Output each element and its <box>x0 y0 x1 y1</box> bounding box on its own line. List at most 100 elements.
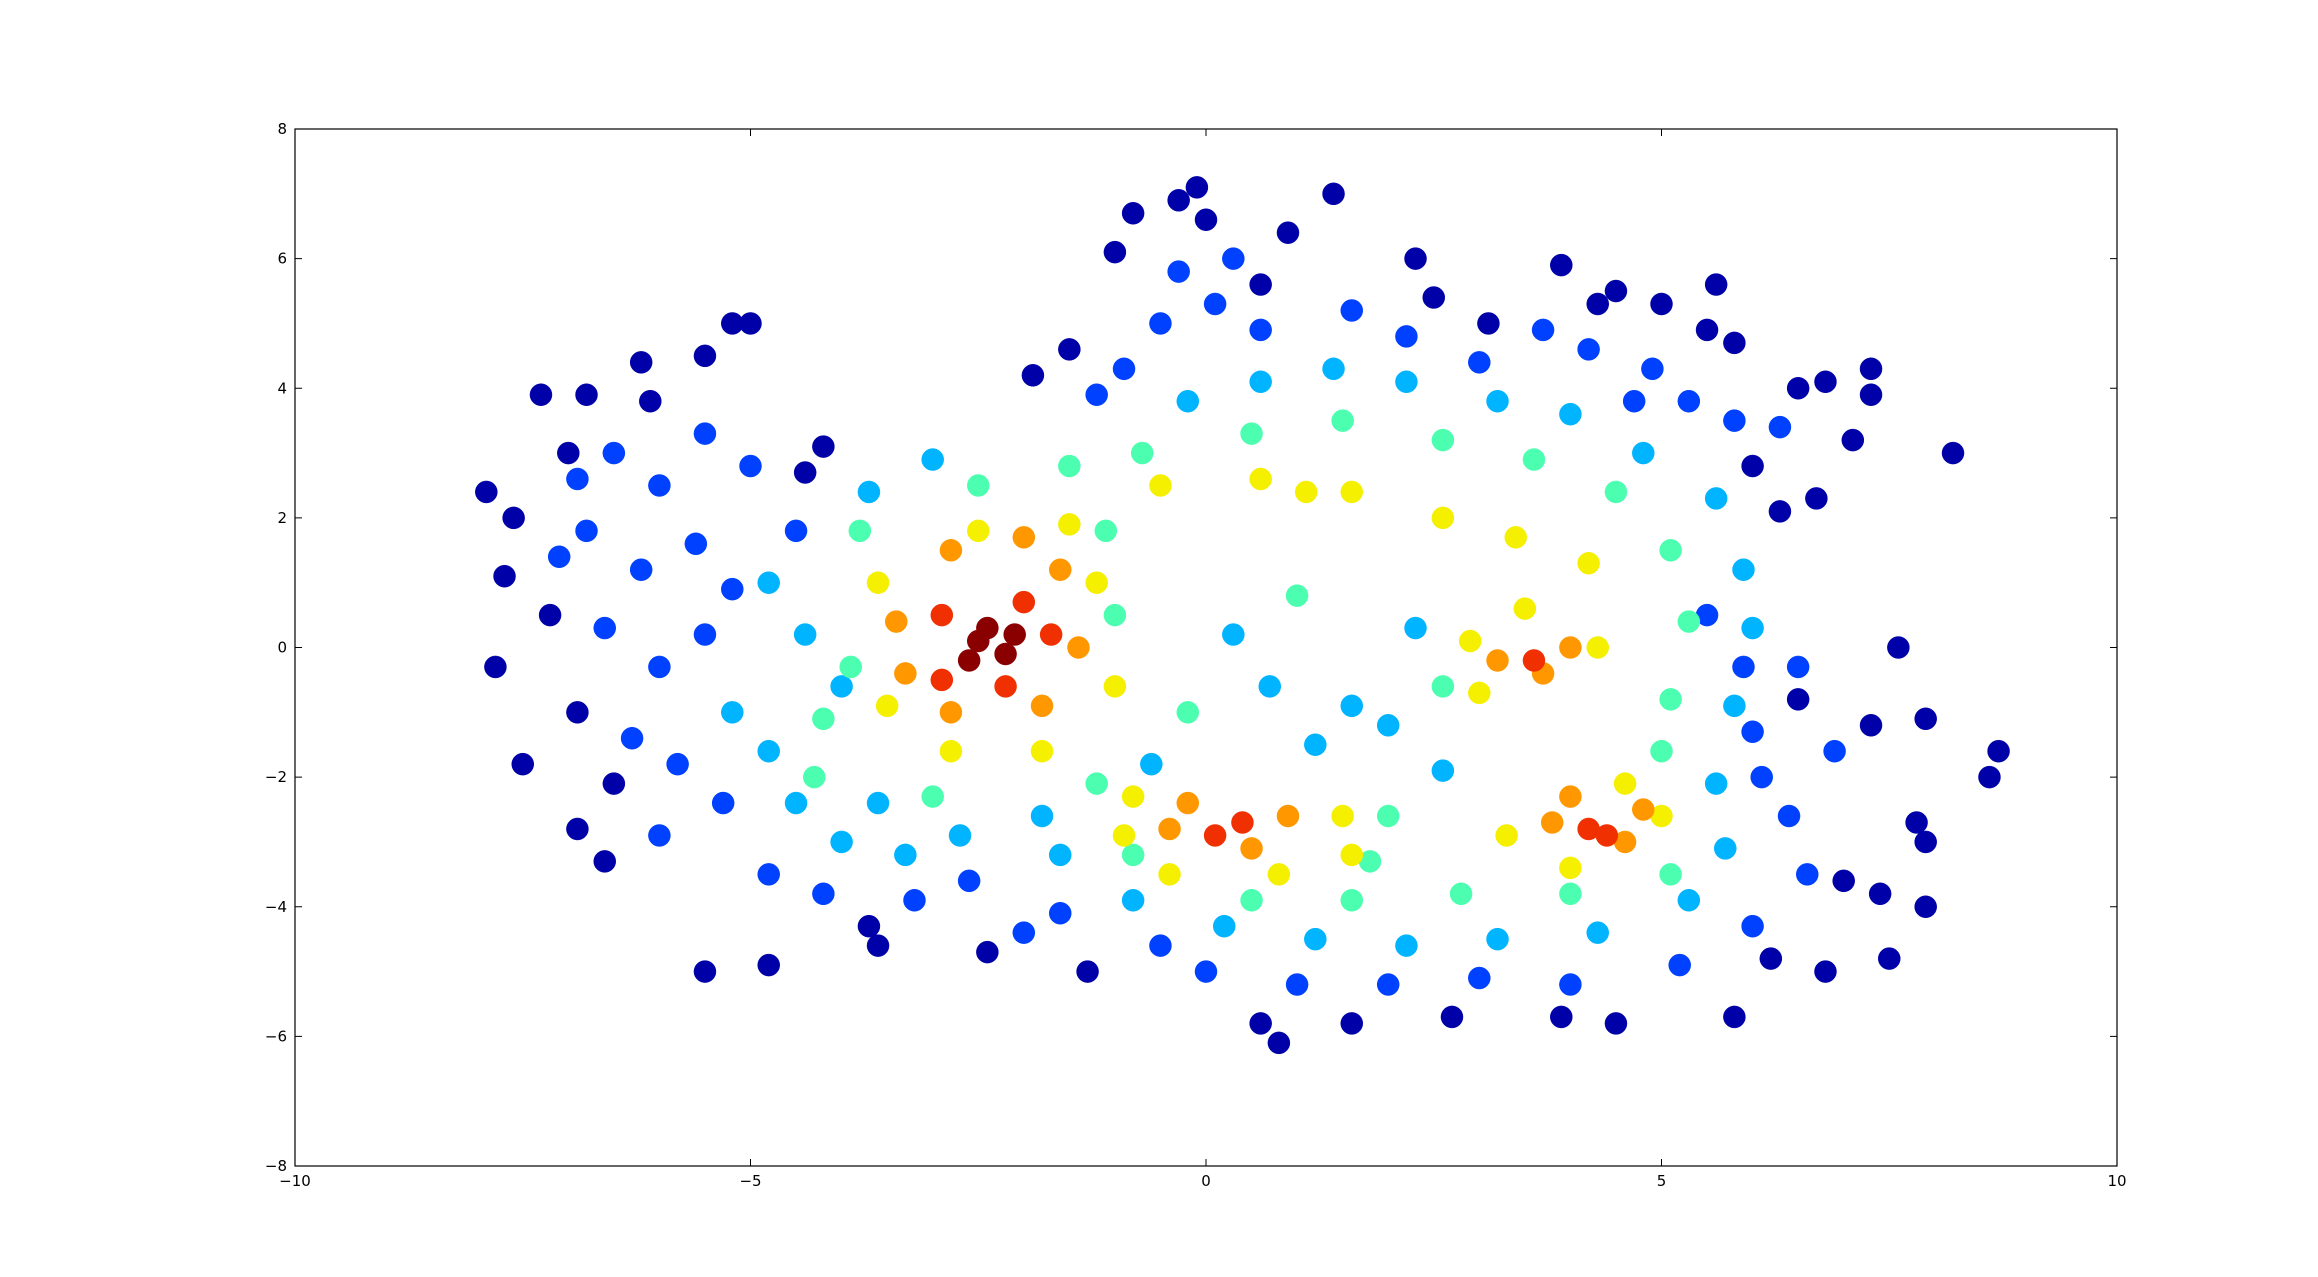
point <box>803 765 826 789</box>
point <box>1121 843 1145 867</box>
point <box>648 655 671 679</box>
point <box>1449 882 1473 906</box>
point <box>1340 889 1364 912</box>
point <box>1477 312 1500 335</box>
point <box>629 351 653 374</box>
point <box>1732 558 1755 581</box>
point <box>857 480 881 504</box>
point <box>1030 739 1054 763</box>
point <box>1285 973 1309 996</box>
point <box>1258 675 1282 698</box>
point <box>1058 513 1081 536</box>
point <box>1559 402 1582 426</box>
point <box>812 435 835 458</box>
point <box>1249 273 1272 296</box>
point <box>793 623 817 646</box>
y-tick-label: −2 <box>265 768 287 786</box>
y-tick-label: −6 <box>265 1027 287 1045</box>
point <box>1376 714 1400 737</box>
point <box>1786 688 1810 711</box>
point <box>1395 934 1418 957</box>
point <box>648 474 671 497</box>
point <box>1012 921 1036 944</box>
point <box>1249 1012 1272 1035</box>
point <box>1030 694 1054 718</box>
point <box>1677 389 1701 413</box>
y-tick-label: 2 <box>277 509 287 527</box>
point <box>1723 694 1746 718</box>
x-tick-label: 0 <box>1201 1172 1211 1190</box>
point <box>757 863 780 886</box>
point <box>1094 519 1118 543</box>
point <box>903 889 926 912</box>
point <box>1577 338 1600 361</box>
point <box>693 960 717 983</box>
point <box>693 623 717 646</box>
point <box>1486 927 1509 951</box>
point <box>1768 415 1792 439</box>
point <box>1322 182 1345 206</box>
point <box>1331 804 1354 828</box>
point <box>948 824 972 847</box>
point <box>529 383 553 406</box>
point <box>857 914 881 938</box>
point <box>1404 247 1427 270</box>
point <box>1650 292 1673 316</box>
point <box>866 934 890 957</box>
point <box>1887 636 1910 659</box>
point <box>757 739 780 763</box>
point <box>739 454 762 478</box>
point <box>866 571 890 594</box>
point <box>1659 863 1682 886</box>
point <box>1677 889 1701 912</box>
point <box>575 519 598 543</box>
point <box>1085 383 1108 406</box>
point <box>757 953 780 977</box>
point <box>1249 318 1272 342</box>
point <box>1395 370 1418 394</box>
point <box>1741 914 1764 938</box>
x-tick-label: −5 <box>739 1172 761 1190</box>
point <box>484 655 507 679</box>
point <box>1076 960 1099 983</box>
y-tick-label: −8 <box>265 1157 287 1175</box>
point <box>693 422 717 445</box>
point <box>1285 584 1309 607</box>
point <box>1158 817 1181 841</box>
point <box>1130 441 1154 465</box>
point <box>1786 377 1810 400</box>
point <box>1468 351 1491 374</box>
point <box>511 752 534 776</box>
point <box>1704 273 1728 296</box>
point <box>894 843 917 867</box>
point <box>1431 675 1455 698</box>
point <box>1777 804 1801 828</box>
point <box>1522 649 1546 672</box>
point <box>1021 364 1045 387</box>
y-tick-label: 0 <box>277 639 287 657</box>
point <box>1632 441 1655 465</box>
point <box>1586 292 1609 316</box>
point <box>1322 357 1345 381</box>
point <box>1058 454 1081 478</box>
point <box>1750 765 1773 789</box>
point <box>1222 623 1245 646</box>
x-tick-label: 10 <box>2107 1172 2126 1190</box>
point <box>1240 422 1263 445</box>
y-tick-label: −4 <box>265 898 287 916</box>
point <box>1859 383 1883 406</box>
point <box>1395 325 1418 348</box>
y-tick-label: 8 <box>277 120 287 138</box>
point <box>839 655 862 679</box>
point <box>1914 707 1937 731</box>
point <box>1003 623 1026 646</box>
point <box>1468 966 1491 990</box>
points <box>475 176 2010 1055</box>
point <box>711 791 735 815</box>
point <box>757 571 780 594</box>
point <box>1067 636 1090 659</box>
point <box>1723 1005 1746 1029</box>
point <box>1550 1005 1573 1029</box>
point <box>812 707 835 731</box>
